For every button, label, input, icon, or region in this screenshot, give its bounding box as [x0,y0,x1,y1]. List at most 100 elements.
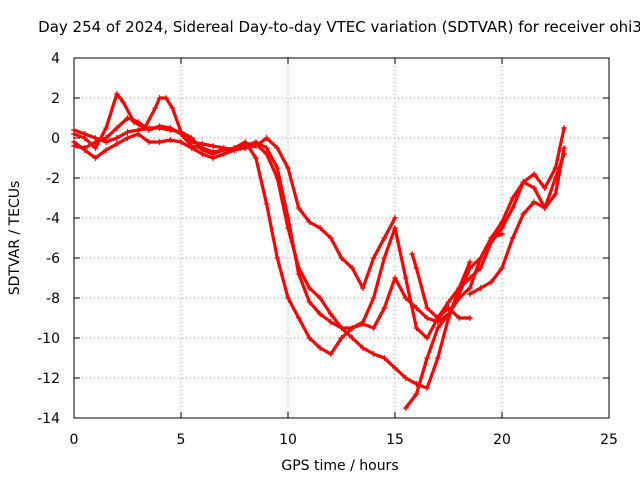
data-point [317,311,324,317]
data-point [327,351,334,357]
data-point [349,325,356,331]
data-point [306,285,313,291]
data-point [520,179,527,185]
x-tick-label: 15 [386,432,404,448]
data-point [178,129,184,135]
data-point [263,145,270,151]
data-point [509,235,516,241]
data-point [477,255,484,261]
data-traces [71,91,568,411]
data-point [370,295,377,301]
data-point [499,265,505,271]
data-point [71,139,77,145]
data-point [561,145,568,151]
data-point [445,299,452,305]
data-point [445,311,452,317]
data-point [124,129,131,135]
data-point [338,335,345,341]
y-tick-label: -12 [37,371,60,387]
data-point [327,235,334,241]
series-track-g [468,152,566,296]
data-point [434,315,441,321]
y-tick-label: -6 [46,251,60,267]
data-point [424,305,431,311]
data-point [242,145,249,151]
data-point [156,95,163,101]
data-point [327,319,334,325]
data-point [210,143,217,149]
data-point [263,135,270,141]
data-point [178,139,184,145]
data-point [152,105,159,111]
data-point [338,255,345,261]
series-track-c [72,132,472,340]
data-point [220,145,227,151]
data-point [434,355,441,361]
data-point [113,135,120,141]
y-tick-label: -10 [37,331,60,347]
y-tick-label: -2 [46,171,60,187]
data-point [488,279,495,285]
data-point [370,351,377,357]
plot-frame [73,57,610,419]
y-axis-label: SDTVAR / TECUs [7,181,23,296]
data-point [531,185,538,191]
data-point [210,149,217,155]
data-point [145,125,152,131]
x-tick-label: 5 [177,432,186,448]
data-point [409,251,416,257]
data-point [402,375,409,381]
data-point [306,299,313,305]
data-point [285,165,291,171]
data-point [103,139,110,145]
data-point [552,191,559,197]
data-point [135,127,142,133]
data-point [317,345,324,351]
data-point [124,115,131,121]
data-point [71,127,77,133]
data-point [402,295,409,301]
x-tick-label: 20 [493,432,511,448]
grid-lines [74,58,609,418]
data-point [306,219,313,225]
data-point [402,405,409,411]
chart-title: Day 254 of 2024, Sidereal Day-to-day VTE… [38,18,640,36]
series-track-f [404,146,566,410]
data-point [381,355,388,361]
data-point [541,185,548,191]
data-point [113,91,120,97]
data-point [413,325,420,331]
data-point [92,135,99,141]
data-point [541,205,548,211]
data-point [359,345,366,351]
series-track-b [72,116,472,390]
data-point [317,225,324,231]
data-point [434,325,441,331]
y-tick-label: -8 [46,291,60,307]
y-axis: -14 -12 -10 -8 -6 -4 -2 0 2 4 [37,51,609,427]
x-tick-label: 0 [70,432,79,448]
data-point [163,95,170,101]
data-point [285,215,291,221]
data-point [349,265,356,271]
data-point [509,205,516,211]
data-point [531,199,538,205]
data-point [274,145,281,151]
data-point [317,295,324,301]
data-point [381,305,388,311]
data-point [466,259,473,265]
data-point [381,255,388,261]
data-point [424,385,431,391]
data-point [92,145,99,151]
data-point [561,151,568,157]
y-tick-label: 4 [51,51,60,67]
data-point [499,231,505,237]
data-point [120,99,127,105]
data-point [488,235,495,241]
data-point [413,391,420,397]
data-point [274,255,281,261]
data-point [456,295,463,301]
data-point [188,145,195,151]
data-point [167,137,174,143]
